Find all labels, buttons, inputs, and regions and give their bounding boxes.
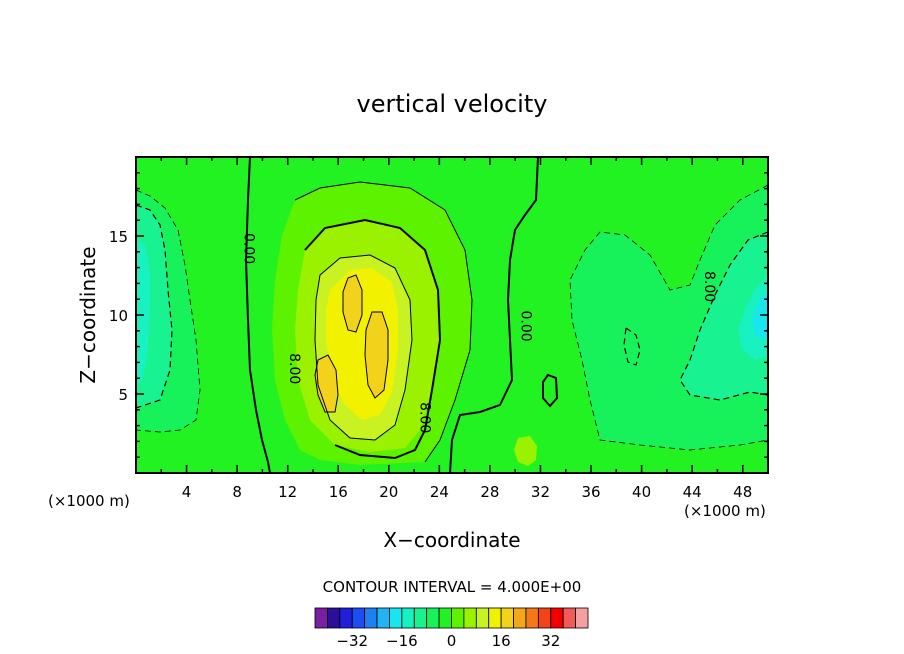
- updraft-max-2: [365, 312, 388, 398]
- contour-line-max1: [314, 354, 339, 413]
- neg-contour-left: [135, 204, 173, 409]
- colorbar-tick-label: 32: [541, 632, 560, 650]
- x-tick-label: 24: [430, 483, 449, 501]
- colorbar-swatch: [426, 607, 440, 629]
- colorbar-tick-label: 0: [447, 632, 457, 650]
- zero-contour-updraft: [304, 218, 442, 460]
- colorbar-swatch: [314, 607, 328, 629]
- colorbar: [314, 607, 589, 629]
- x-tick-label: 32: [531, 483, 550, 501]
- x-tick-label: 40: [632, 483, 651, 501]
- x-tick-label: 16: [329, 483, 348, 501]
- y-tick-label: 15: [109, 228, 128, 246]
- chart-title: vertical velocity: [357, 90, 548, 118]
- x-tick-label: 4: [182, 483, 192, 501]
- colorbar-swatch: [513, 607, 527, 629]
- colorbar-swatch: [488, 607, 502, 629]
- y-tick-label: 5: [118, 386, 128, 404]
- contour-plot: 0.00 0.00 8.00 8.00 8.00: [135, 156, 769, 474]
- y-tick-labels: 5 10 15: [109, 228, 128, 404]
- zero-contour-left: [244, 156, 271, 474]
- colorbar-swatch: [537, 607, 552, 629]
- x-tick-label: 44: [683, 483, 702, 501]
- axis-ticks: [136, 157, 768, 473]
- colorbar-swatch: [575, 607, 589, 629]
- neg-contour-left-outer: [135, 189, 201, 433]
- contour-line-max3: [342, 274, 363, 333]
- colorbar-swatch: [401, 607, 415, 629]
- colorbar-swatch: [351, 607, 366, 629]
- x-tick-label: 8: [232, 483, 242, 501]
- x-tick-label: 12: [278, 483, 297, 501]
- colorbar-swatch: [525, 607, 539, 629]
- colorbar-swatch: [500, 607, 514, 629]
- x-tick-labels: 4 8 12 16 20 24 28 32 36 40 44 48: [182, 483, 752, 501]
- colorbar-swatch: [364, 607, 378, 629]
- neg-contour-right-small: [623, 326, 641, 366]
- colorbar-swatch: [339, 607, 353, 629]
- contour-line-max2: [364, 311, 389, 399]
- contour-label: 8.00: [416, 402, 432, 433]
- contour-label: 0.00: [241, 233, 257, 264]
- colorbar-tick-label: −16: [386, 632, 418, 650]
- colorbar-tick-label: −32: [336, 632, 368, 650]
- updraft-cell-small: [514, 436, 537, 466]
- contour-line-8: [314, 254, 413, 441]
- updraft-max-3: [343, 275, 362, 332]
- x-axis-label: X−coordinate: [383, 528, 520, 552]
- x-tick-label: 48: [733, 483, 752, 501]
- contour-lines: [294, 181, 473, 463]
- x-tick-label: 20: [379, 483, 398, 501]
- neg-contour-right-outer: [569, 184, 769, 451]
- neg-contour-right: [679, 231, 769, 401]
- contour-interval-label: CONTOUR INTERVAL = 4.000E+00: [323, 578, 582, 596]
- negative-contours: [135, 184, 769, 451]
- x-units-right: (×1000 m): [684, 502, 766, 520]
- colorbar-swatch: [463, 607, 477, 629]
- contour-labels: 0.00 0.00 8.00 8.00 8.00: [241, 233, 717, 433]
- colorbar-swatch: [327, 607, 341, 629]
- colorbar-tick-label: 16: [492, 632, 511, 650]
- zero-contour-right: [449, 156, 539, 474]
- updraft-max-1: [315, 355, 338, 412]
- x-tick-label: 36: [581, 483, 600, 501]
- colorbar-swatch: [475, 607, 490, 629]
- colorbar-swatch: [550, 607, 564, 629]
- y-axis-label: Z−coordinate: [76, 246, 100, 383]
- zero-contours: [244, 156, 559, 474]
- y-tick-label: 10: [109, 307, 128, 325]
- colorbar-swatch: [389, 607, 403, 629]
- colorbar-swatch: [438, 607, 452, 629]
- x-units-left: (×1000 m): [48, 492, 130, 510]
- colorbar-swatch: [451, 607, 465, 629]
- downdraft-region-right-inner: [680, 232, 768, 400]
- contour-line-4: [294, 181, 473, 463]
- x-tick-label: 28: [480, 483, 499, 501]
- colorbar-swatch: [562, 607, 576, 629]
- colorbar-tick-labels: −32 −16 0 16 32: [336, 632, 560, 650]
- contour-label: 0.00: [518, 310, 534, 341]
- contour-label: 8.00: [701, 271, 717, 302]
- zero-contour-right-2: [542, 373, 559, 408]
- contour-label: 8.00: [286, 353, 302, 384]
- downdraft-region-left-core: [136, 240, 150, 385]
- colorbar-swatch: [413, 607, 428, 629]
- colorbar-swatch: [376, 607, 390, 629]
